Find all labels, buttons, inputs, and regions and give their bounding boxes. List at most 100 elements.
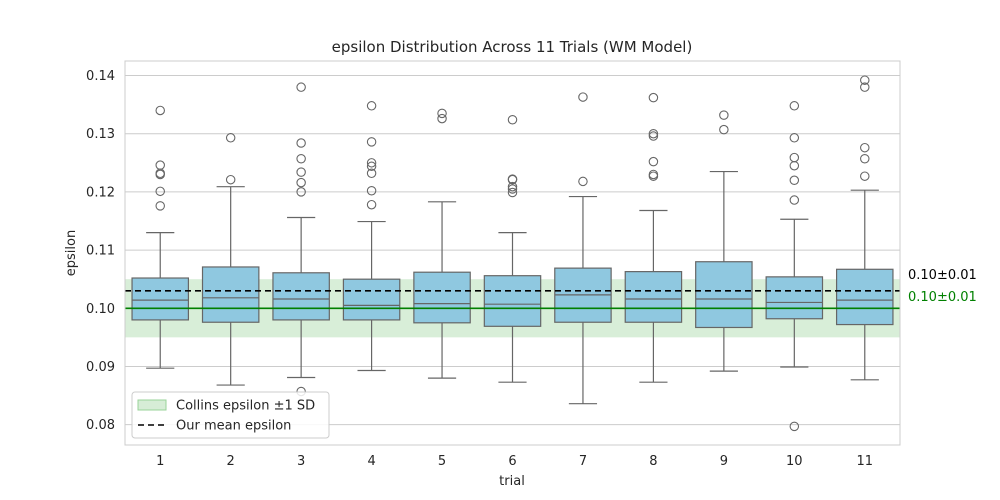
box-trial-10	[765, 101, 824, 432]
outlier-point	[860, 142, 870, 153]
box-iqr	[131, 277, 190, 321]
x-tick-label: 8	[649, 454, 657, 469]
outlier-point	[578, 92, 588, 102]
x-tick-label: 11	[856, 454, 873, 469]
legend-box	[131, 391, 330, 439]
y-tick-label: 0.12	[86, 185, 115, 200]
outlier-point	[366, 158, 377, 168]
outlier-point	[225, 174, 236, 185]
y-tick-label: 0.11	[86, 244, 115, 259]
legend-swatch-band	[137, 399, 167, 411]
x-tick-label: 2	[227, 454, 235, 469]
plot-frame	[124, 60, 901, 446]
outlier-point	[366, 137, 377, 147]
legend-label: Our mean epsilon	[176, 419, 291, 434]
chart-title: epsilon Distribution Across 11 Trials (W…	[332, 38, 693, 56]
outlier-point	[296, 167, 306, 177]
box-trial-1	[131, 105, 190, 369]
outlier-point	[789, 195, 800, 205]
x-axis-label: trial	[499, 474, 525, 489]
x-tick-label: 3	[297, 454, 305, 469]
outlier-point	[648, 156, 659, 167]
outlier-point	[719, 124, 729, 135]
box-iqr	[413, 271, 471, 324]
box-trial-11	[835, 75, 894, 381]
x-tick-label: 6	[508, 454, 516, 469]
legend: Collins epsilon ±1 SD Our mean epsilon	[131, 391, 330, 439]
box-iqr	[483, 275, 542, 327]
box-iqr	[201, 266, 260, 323]
box-iqr	[624, 271, 683, 323]
box-trial-2	[201, 133, 260, 386]
outlier-point	[789, 175, 800, 186]
outlier-point	[507, 174, 518, 185]
y-tick-label: 0.10	[86, 302, 115, 317]
x-tick-label: 9	[720, 454, 728, 469]
outlier-point	[366, 199, 377, 210]
outlier-point	[789, 421, 800, 432]
outlier-point	[155, 105, 165, 116]
box-trial-5	[413, 108, 471, 379]
outlier-point	[296, 177, 306, 188]
x-tick-label: 5	[438, 454, 446, 469]
x-axis-ticks: 1 2 3 4 5 6 7 8 9 10 11	[156, 454, 873, 469]
outlier-point	[296, 153, 306, 164]
x-tick-label: 10	[786, 454, 803, 469]
outlier-point	[860, 153, 870, 164]
box-iqr	[272, 272, 330, 321]
x-tick-label: 4	[367, 454, 375, 469]
x-tick-label: 1	[156, 454, 164, 469]
outlier-point	[648, 171, 659, 181]
outlier-point	[296, 187, 306, 197]
reference-annotation: 0.10±0.01	[908, 268, 977, 283]
outlier-point	[155, 201, 165, 211]
box-iqr	[765, 276, 824, 320]
reference-lines	[125, 290, 900, 310]
outlier-point	[648, 92, 659, 103]
box-trial-3	[272, 82, 330, 397]
outlier-point	[789, 133, 800, 143]
box-iqr	[342, 278, 401, 321]
outlier-point	[507, 115, 518, 125]
outlier-point	[507, 181, 518, 192]
outlier-point	[437, 108, 447, 119]
boxes	[131, 75, 894, 432]
outlier-point	[648, 131, 659, 141]
box-trial-8	[624, 92, 683, 383]
outlier-point	[366, 168, 377, 179]
box-trial-6	[483, 115, 542, 383]
outlier-point	[860, 75, 870, 85]
outlier-point	[155, 186, 165, 197]
box-iqr	[695, 261, 753, 329]
outlier-point	[366, 161, 377, 172]
y-tick-label: 0.09	[86, 360, 115, 375]
y-axis-ticks: 0.08 0.09 0.10 0.11 0.12 0.13 0.14	[86, 69, 115, 433]
outlier-point	[507, 184, 518, 194]
outlier-point	[719, 110, 729, 120]
outlier-point	[860, 82, 870, 92]
outlier-point	[296, 82, 306, 92]
y-tick-label: 0.08	[86, 418, 115, 433]
y-tick-label: 0.13	[86, 127, 115, 142]
plot-area	[124, 60, 901, 446]
outlier-point	[366, 101, 377, 111]
outlier-point	[507, 187, 518, 198]
box-trial-4	[342, 101, 401, 372]
outlier-point	[860, 171, 870, 181]
outlier-point	[578, 176, 588, 187]
box-iqr	[835, 268, 894, 326]
outlier-point	[789, 101, 800, 111]
outlier-point	[155, 169, 165, 180]
box-trial-7	[554, 92, 612, 405]
outlier-point	[437, 113, 447, 124]
outlier-point	[296, 138, 306, 148]
y-axis-label: epsilon	[64, 230, 79, 276]
reference-annotation: 0.10±0.01	[908, 290, 977, 305]
legend-label: Collins epsilon ±1 SD	[176, 399, 315, 414]
outlier-point	[366, 185, 377, 196]
outlier-point	[789, 160, 800, 171]
x-tick-label: 7	[579, 454, 587, 469]
y-tick-label: 0.14	[86, 69, 115, 84]
